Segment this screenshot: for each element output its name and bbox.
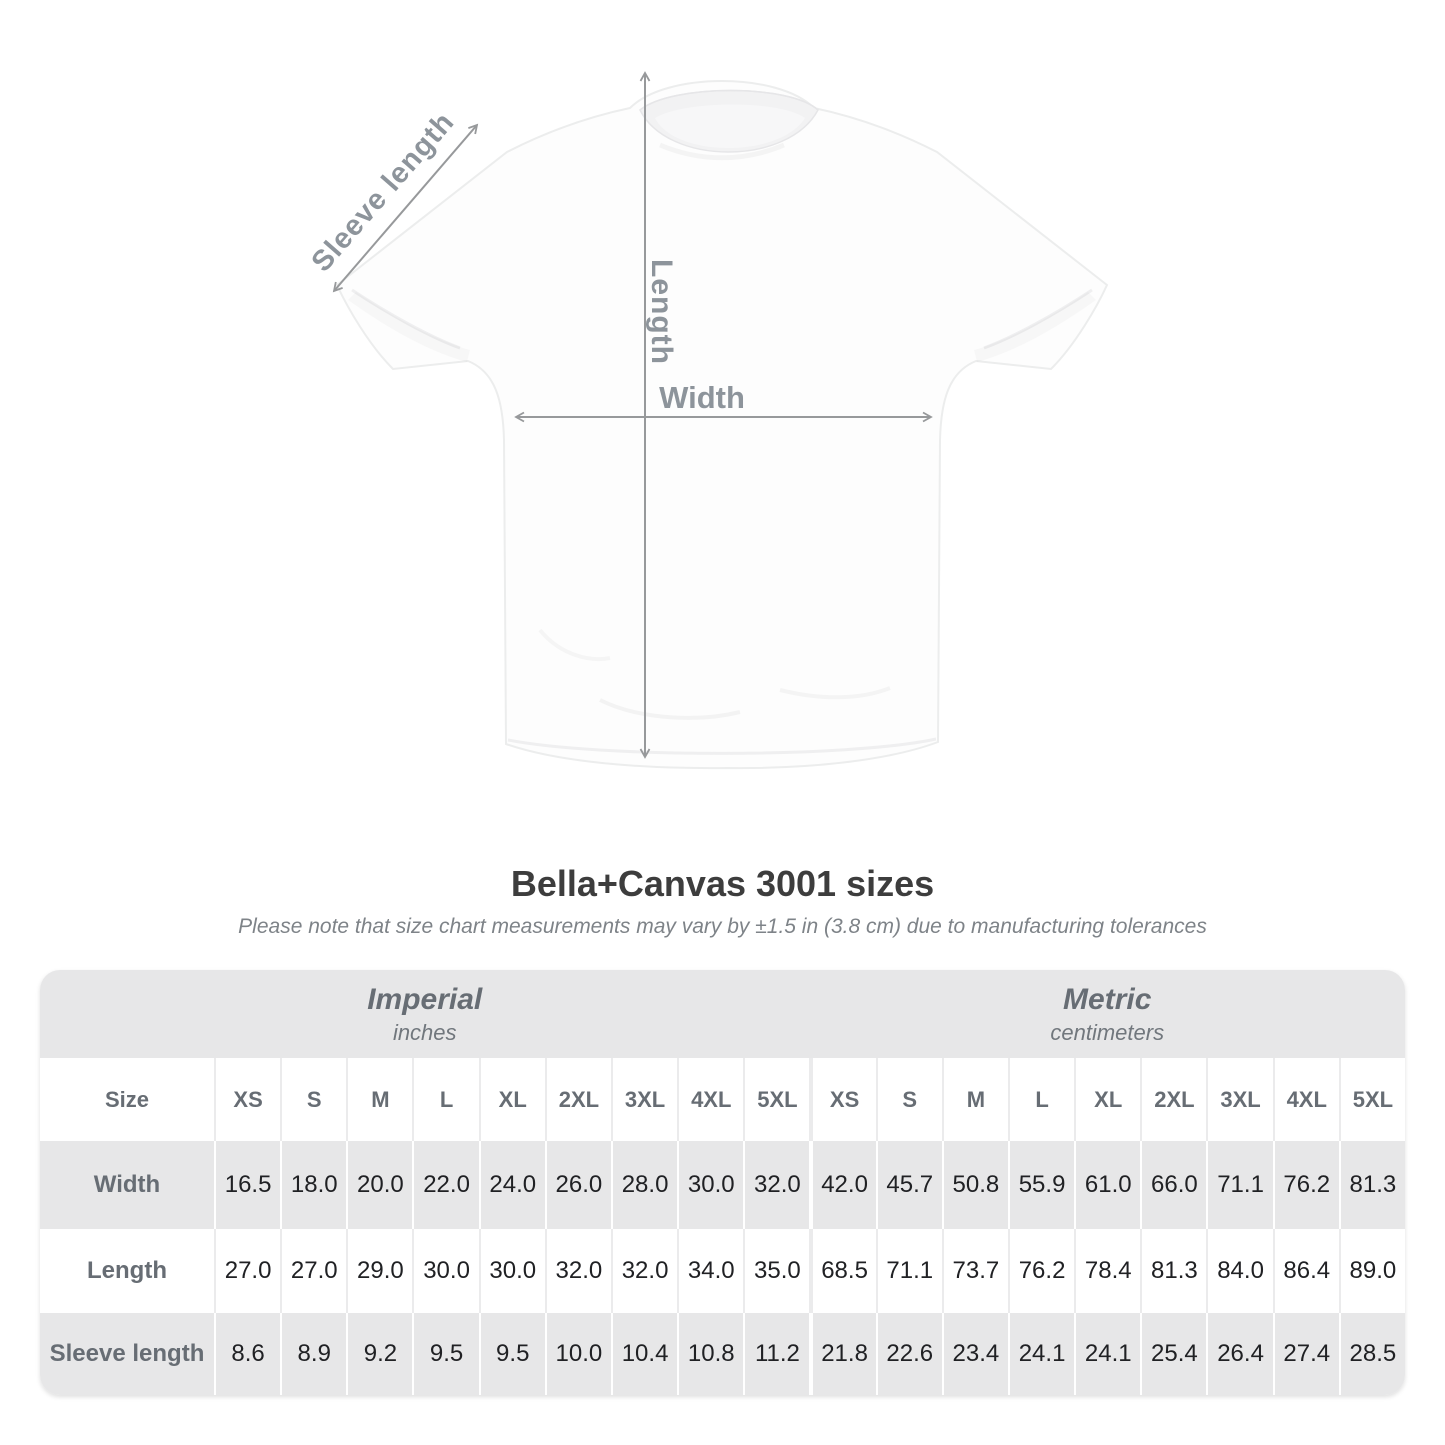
measurement-value: 28.0 xyxy=(610,1141,678,1229)
measurement-value: 84.0 xyxy=(1206,1229,1273,1313)
measurement-value: 61.0 xyxy=(1074,1141,1141,1229)
size-header: XL xyxy=(1074,1058,1141,1141)
measurement-value: 76.2 xyxy=(1007,1229,1075,1313)
measurement-value: 71.1 xyxy=(1206,1141,1273,1229)
measurement-value: 9.5 xyxy=(478,1313,545,1395)
sleeve-length-arrow xyxy=(332,123,479,293)
measurement-value: 30.0 xyxy=(412,1229,479,1313)
width-label: Width xyxy=(659,380,745,415)
measurement-value: 21.8 xyxy=(809,1313,876,1395)
unit-group-header: Metric centimeters xyxy=(809,970,1405,1058)
measurement-value: 50.8 xyxy=(941,1141,1008,1229)
measurement-value: 10.4 xyxy=(610,1313,678,1395)
measurement-value: 22.0 xyxy=(412,1141,479,1229)
unit-group-unit: centimeters xyxy=(1050,1019,1165,1045)
measurement-value: 66.0 xyxy=(1140,1141,1207,1229)
size-header: 2XL xyxy=(1140,1058,1207,1141)
measurement-value: 26.0 xyxy=(544,1141,611,1229)
measurement-value: 45.7 xyxy=(875,1141,942,1229)
size-header: 5XL xyxy=(1338,1058,1405,1141)
measurement-value: 8.9 xyxy=(280,1313,347,1395)
size-header: L xyxy=(1007,1058,1075,1141)
size-header: 2XL xyxy=(544,1058,611,1141)
measurement-value: 32.0 xyxy=(610,1229,678,1313)
unit-group-unit: inches xyxy=(392,1019,457,1045)
unit-group-name: Metric xyxy=(1063,982,1152,1016)
measurement-value: 27.0 xyxy=(214,1229,281,1313)
size-header: 3XL xyxy=(1206,1058,1273,1141)
size-header: 3XL xyxy=(610,1058,678,1141)
measurement-value: 24.0 xyxy=(478,1141,545,1229)
size-header: XS xyxy=(214,1058,281,1141)
measurement-value: 71.1 xyxy=(875,1229,942,1313)
size-header: XL xyxy=(478,1058,545,1141)
measurement-value: 27.4 xyxy=(1272,1313,1339,1395)
length-label: Length xyxy=(645,259,678,365)
measurement-value: 10.0 xyxy=(544,1313,611,1395)
measurement-value: 55.9 xyxy=(1007,1141,1075,1229)
measurement-value: 42.0 xyxy=(809,1141,876,1229)
measurement-value: 34.0 xyxy=(677,1229,744,1313)
measurement-value: 8.6 xyxy=(214,1313,281,1395)
measurement-value: 22.6 xyxy=(875,1313,942,1395)
unit-group-header: Imperial inches xyxy=(40,970,810,1058)
measurement-value: 89.0 xyxy=(1338,1229,1405,1313)
row-label: Length xyxy=(40,1229,214,1313)
measurement-value: 9.5 xyxy=(412,1313,479,1395)
measurement-value: 30.0 xyxy=(478,1229,545,1313)
tshirt-diagram: Sleeve length Length Width xyxy=(306,71,1109,770)
measurement-value: 11.2 xyxy=(743,1313,810,1395)
measurement-value: 81.3 xyxy=(1140,1229,1207,1313)
tshirt-illustration xyxy=(335,80,1109,770)
measurement-value: 24.1 xyxy=(1007,1313,1075,1395)
measurement-value: 20.0 xyxy=(346,1141,413,1229)
measurement-value: 78.4 xyxy=(1074,1229,1141,1313)
page-title: Bella+Canvas 3001 sizes xyxy=(510,863,935,904)
measurement-value: 76.2 xyxy=(1272,1141,1339,1229)
measurement-value: 86.4 xyxy=(1272,1229,1339,1313)
measurement-value: 27.0 xyxy=(280,1229,347,1313)
size-header: 5XL xyxy=(743,1058,810,1141)
measurement-value: 9.2 xyxy=(346,1313,413,1395)
measurement-value: 18.0 xyxy=(280,1141,347,1229)
row-label: Sleeve length xyxy=(40,1313,214,1395)
measurement-value: 16.5 xyxy=(214,1141,281,1229)
measurement-value: 32.0 xyxy=(544,1229,611,1313)
measurement-value: 28.5 xyxy=(1338,1313,1405,1395)
measurement-value: 24.1 xyxy=(1074,1313,1141,1395)
size-header: 4XL xyxy=(1272,1058,1339,1141)
measurement-value: 26.4 xyxy=(1206,1313,1273,1395)
measurement-value: 81.3 xyxy=(1338,1141,1405,1229)
measurement-value: 25.4 xyxy=(1140,1313,1207,1395)
size-header: XS xyxy=(809,1058,876,1141)
measurement-value: 23.4 xyxy=(941,1313,1008,1395)
size-table: Imperial inches Metric centimeters Size XS S M L… xyxy=(40,970,1405,1395)
row-label: Width xyxy=(40,1141,214,1229)
measurement-value: 29.0 xyxy=(346,1229,413,1313)
measurement-value: 35.0 xyxy=(743,1229,810,1313)
measurement-value: 30.0 xyxy=(677,1141,744,1229)
size-header: M xyxy=(346,1058,413,1141)
size-header: 4XL xyxy=(677,1058,744,1141)
unit-group-name: Imperial xyxy=(367,982,483,1016)
measurement-value: 10.8 xyxy=(677,1313,744,1395)
size-header: L xyxy=(412,1058,479,1141)
measurement-value: 73.7 xyxy=(941,1229,1008,1313)
tolerance-note: Please note that size chart measurements… xyxy=(238,915,1207,938)
size-header: S xyxy=(280,1058,347,1141)
measurement-value: 32.0 xyxy=(743,1141,810,1229)
size-header: S xyxy=(875,1058,942,1141)
size-corner-label: Size xyxy=(40,1058,214,1141)
size-header: M xyxy=(941,1058,1008,1141)
measurement-value: 68.5 xyxy=(809,1229,876,1313)
